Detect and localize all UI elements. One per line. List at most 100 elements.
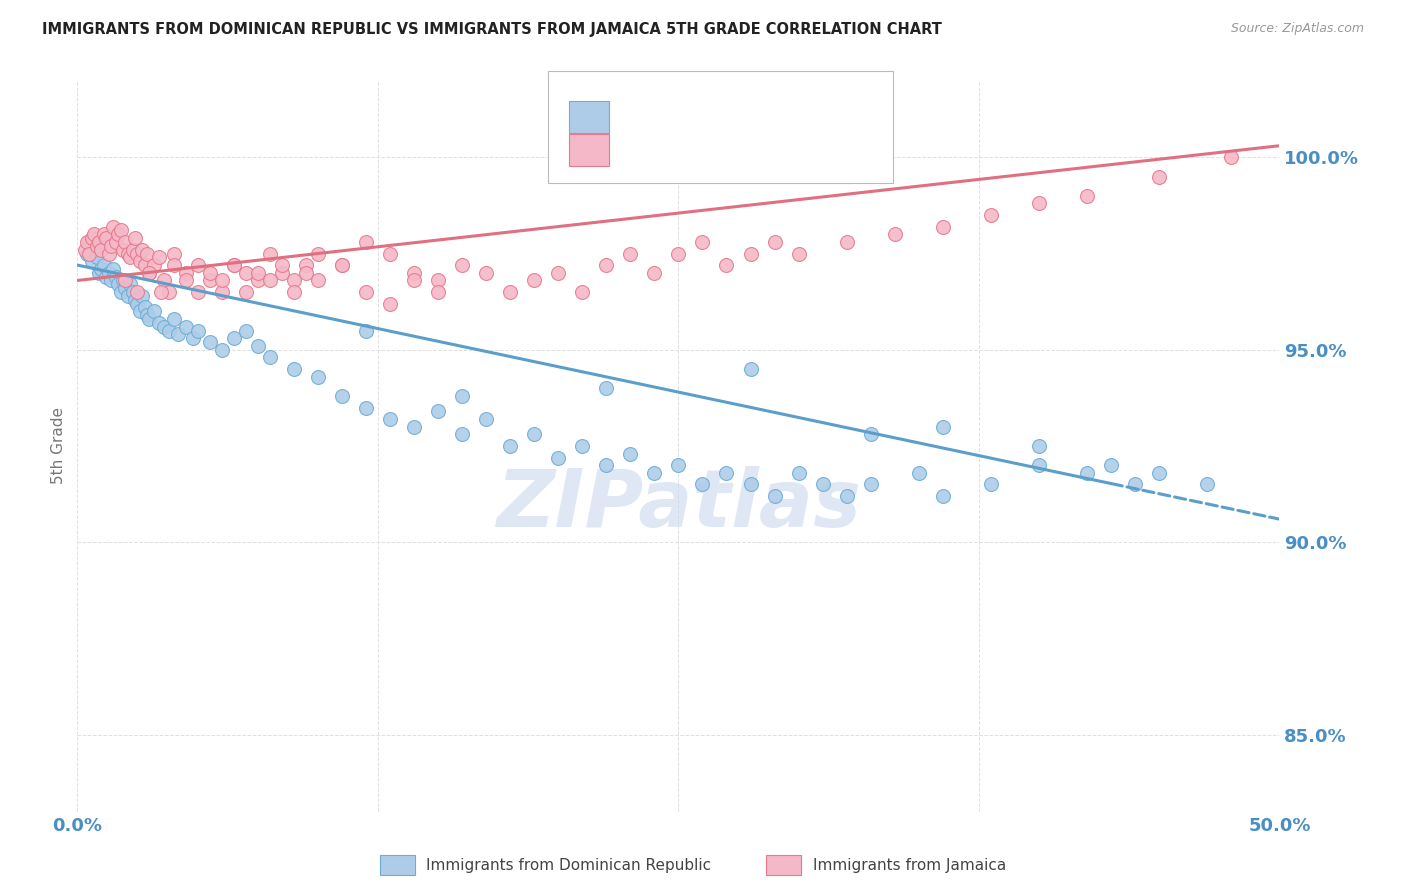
Point — [114, 281, 136, 295]
Point — [643, 466, 665, 480]
Point — [235, 324, 257, 338]
Point — [378, 412, 401, 426]
Point — [79, 235, 101, 249]
Point — [283, 362, 305, 376]
Point — [1028, 439, 1050, 453]
Point — [763, 489, 786, 503]
Point — [1197, 477, 1219, 491]
Point — [307, 369, 329, 384]
Point — [932, 419, 955, 434]
Point — [595, 458, 617, 473]
Point — [83, 227, 105, 242]
Point — [523, 427, 546, 442]
Point — [547, 450, 569, 465]
Point — [127, 296, 149, 310]
Text: R =: R = — [620, 141, 657, 159]
Point — [110, 285, 132, 299]
Point — [716, 466, 738, 480]
Point — [96, 231, 118, 245]
Text: N =: N = — [756, 108, 793, 126]
Point — [111, 273, 134, 287]
Point — [270, 258, 292, 272]
Point — [246, 273, 269, 287]
Point — [402, 419, 425, 434]
Point — [692, 477, 714, 491]
Point — [124, 231, 146, 245]
Point — [79, 246, 101, 260]
Point — [835, 235, 858, 249]
Point — [883, 227, 905, 242]
Point — [128, 304, 150, 318]
Point — [451, 389, 474, 403]
Point — [120, 277, 142, 292]
Point — [103, 219, 125, 234]
Point — [499, 439, 522, 453]
Point — [211, 285, 233, 299]
Point — [104, 269, 127, 284]
Point — [107, 277, 129, 292]
Point — [148, 251, 170, 265]
Point — [787, 246, 810, 260]
Point — [143, 304, 166, 318]
Point — [668, 246, 690, 260]
Point — [110, 223, 132, 237]
Point — [330, 389, 353, 403]
Point — [259, 246, 281, 260]
Point — [643, 266, 665, 280]
Point — [427, 285, 450, 299]
Point — [162, 258, 184, 272]
Point — [186, 258, 209, 272]
Point — [402, 273, 425, 287]
Point — [97, 266, 120, 280]
Point — [148, 316, 170, 330]
Point — [121, 243, 143, 257]
Point — [378, 246, 401, 260]
Point — [475, 412, 498, 426]
Point — [222, 331, 245, 345]
Point — [80, 254, 103, 268]
Point — [330, 258, 353, 272]
Point — [235, 266, 257, 280]
Point — [1149, 466, 1171, 480]
Point — [162, 246, 184, 260]
Point — [157, 285, 180, 299]
Point — [167, 327, 190, 342]
Point — [475, 266, 498, 280]
Point — [87, 266, 110, 280]
Point — [186, 285, 209, 299]
Point — [571, 439, 593, 453]
Point — [211, 343, 233, 357]
Point — [111, 243, 134, 257]
Point — [100, 239, 122, 253]
Point — [354, 285, 377, 299]
Point — [619, 447, 641, 461]
Point — [121, 285, 143, 299]
Point — [76, 235, 98, 249]
Point — [523, 273, 546, 287]
Point — [186, 324, 209, 338]
Point — [932, 219, 955, 234]
Point — [222, 258, 245, 272]
Point — [73, 243, 96, 257]
Point — [692, 235, 714, 249]
Point — [128, 254, 150, 268]
Point — [1220, 150, 1243, 164]
Point — [1076, 466, 1098, 480]
Text: -0.542: -0.542 — [654, 108, 713, 126]
Point — [90, 261, 112, 276]
Point — [619, 246, 641, 260]
Point — [378, 296, 401, 310]
Point — [451, 258, 474, 272]
Point — [174, 266, 197, 280]
Point — [136, 308, 159, 322]
Point — [174, 319, 197, 334]
Point — [307, 273, 329, 287]
Point — [451, 427, 474, 442]
Point — [198, 334, 221, 349]
Point — [307, 246, 329, 260]
Point — [181, 331, 204, 345]
Text: 95: 95 — [792, 141, 814, 159]
Point — [211, 273, 233, 287]
Point — [138, 312, 160, 326]
Point — [96, 269, 118, 284]
